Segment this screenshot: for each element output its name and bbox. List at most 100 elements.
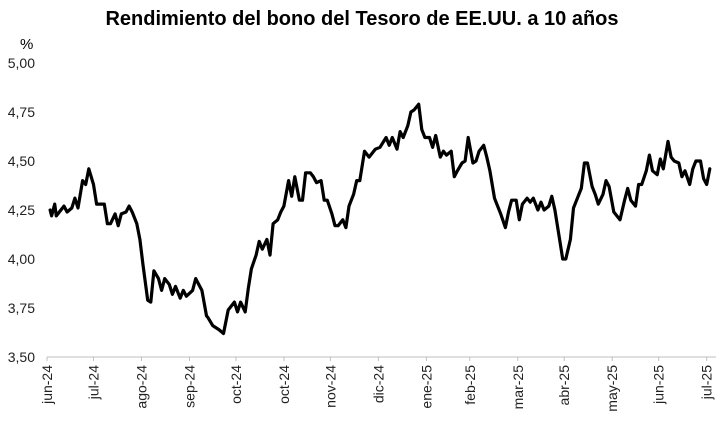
data-point <box>572 207 575 209</box>
data-point <box>667 140 669 143</box>
data-point <box>315 181 318 184</box>
data-point <box>98 203 101 206</box>
data-point <box>233 301 236 303</box>
data-point <box>114 213 116 215</box>
data-point <box>60 209 62 211</box>
data-point <box>439 156 442 159</box>
data-point <box>597 203 600 206</box>
data-point <box>504 226 507 229</box>
data-point <box>594 193 597 196</box>
data-point <box>424 136 426 139</box>
data-point <box>645 169 648 172</box>
data-point <box>591 185 593 188</box>
data-point <box>95 203 98 206</box>
data-point <box>684 169 686 172</box>
data-point <box>558 238 561 241</box>
x-tick-label: jun-25 <box>651 365 667 405</box>
x-tick-label: feb-25 <box>462 365 478 405</box>
data-point <box>109 222 112 225</box>
x-tick-label: sep-24 <box>181 365 197 408</box>
data-point <box>250 267 253 270</box>
data-point <box>207 316 210 319</box>
data-point <box>345 226 347 229</box>
data-point <box>363 150 366 153</box>
data-point <box>691 167 694 170</box>
data-point <box>247 287 250 290</box>
data-point <box>128 205 131 208</box>
data-point <box>337 224 339 227</box>
data-point <box>174 285 177 288</box>
data-point <box>135 222 138 225</box>
data-point <box>472 162 474 164</box>
y-tick-label: 4,75 <box>8 104 35 120</box>
data-point <box>157 277 160 280</box>
data-point <box>475 160 477 162</box>
data-point <box>688 183 691 186</box>
series-line-10y-yield <box>48 102 712 336</box>
data-point <box>388 144 391 147</box>
data-point <box>352 193 355 196</box>
data-point <box>561 258 564 260</box>
data-point <box>485 156 488 159</box>
data-point <box>554 209 556 211</box>
data-point <box>543 209 545 211</box>
x-tick-label: jun-24 <box>39 365 55 405</box>
data-point <box>417 103 420 106</box>
data-point <box>547 205 550 208</box>
data-point <box>442 150 445 153</box>
data-point <box>258 240 261 243</box>
x-tick-label: mar-25 <box>510 365 526 410</box>
data-point <box>648 154 651 157</box>
data-point <box>298 199 301 202</box>
data-point <box>702 177 705 180</box>
chart-title: Rendimiento del bono del Tesoro de EE.UU… <box>105 8 618 30</box>
data-point <box>358 179 361 182</box>
data-point <box>320 179 322 182</box>
data-point <box>656 173 659 176</box>
data-point <box>420 128 423 131</box>
data-point <box>279 211 282 213</box>
data-point <box>670 156 672 159</box>
data-point <box>106 222 109 225</box>
data-point <box>629 199 632 202</box>
data-point <box>374 148 377 151</box>
data-point <box>63 205 65 208</box>
data-point <box>179 297 182 300</box>
data-point <box>168 283 171 286</box>
data-point <box>139 238 141 241</box>
data-point <box>74 197 76 200</box>
data-point <box>569 238 572 241</box>
data-point <box>191 289 194 292</box>
data-point <box>537 209 539 211</box>
data-point <box>540 201 542 204</box>
data-point <box>396 148 398 151</box>
y-axis-ticks: 3,50 3,75 4,00 4,25 4,50 4,75 5,00 <box>8 55 35 365</box>
data-point <box>673 160 676 162</box>
data-point <box>413 109 415 111</box>
y-axis-unit-label: % <box>20 36 33 53</box>
data-point <box>662 167 665 170</box>
data-point <box>619 218 621 221</box>
data-point <box>499 213 502 215</box>
series-points <box>49 103 711 335</box>
x-tick-label: oct-24 <box>228 365 244 404</box>
data-point <box>612 211 615 213</box>
data-point <box>87 167 90 170</box>
data-point <box>467 136 470 139</box>
data-point <box>50 215 53 217</box>
data-point <box>368 156 370 159</box>
data-point <box>355 179 358 182</box>
data-point <box>103 203 106 206</box>
data-point <box>160 289 163 292</box>
data-point <box>341 218 344 221</box>
data-point <box>385 136 387 139</box>
data-point <box>153 269 155 272</box>
data-point <box>269 254 271 256</box>
data-point <box>182 289 185 292</box>
data-point <box>453 175 456 178</box>
data-point <box>125 211 127 213</box>
data-point <box>605 179 607 182</box>
data-point <box>53 203 56 206</box>
